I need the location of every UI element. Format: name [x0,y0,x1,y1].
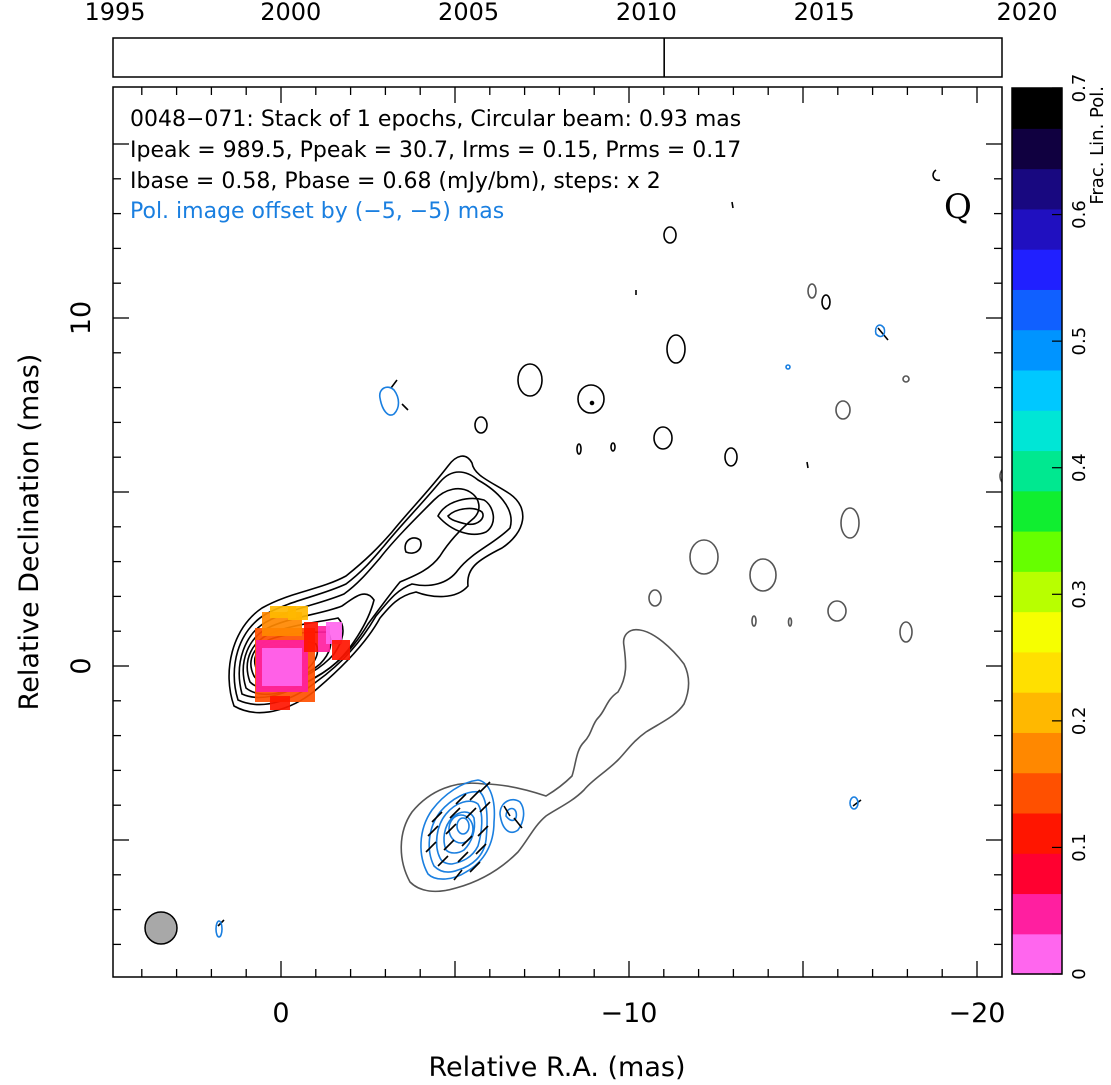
info-line-2: Ipeak = 989.5, Ppeak = 30.7, Irms = 0.15… [130,138,741,163]
colorbar-swatch [1012,531,1062,572]
colorbar-swatch [1012,450,1062,492]
total-intensity-contours [217,169,941,927]
frac-pol-colormap [255,606,350,710]
y-axis-label: Relative Declination (mas) [14,354,45,711]
colorbar-swatch [1012,128,1062,170]
colorbar-swatch [1012,853,1062,895]
y-tick-label: 10 [66,301,97,335]
timeline-year-label: 2010 [616,0,677,26]
x-tick-label: −10 [601,998,658,1029]
colorbar-swatch [1012,88,1062,129]
frac-pol-pixel [262,648,302,686]
x-tick-label: 0 [272,998,289,1029]
timeline-frame [112,37,1003,78]
info-line-3: Ibase = 0.58, Pbase = 0.68 (mJy/bm), ste… [130,169,661,194]
colorbar-swatch [1012,611,1062,653]
colorbar-tick-label: 0 [1069,968,1090,979]
colorbar-swatch [1012,490,1062,532]
colorbar-swatch [1012,168,1062,210]
colorbar-label: Frac. Lin. Pol. [1087,86,1108,205]
colorbar-tick-label: 0.7 [1069,74,1090,103]
timeline-year-label: 2020 [996,0,1057,26]
colorbar: 0 0.1 0.2 0.3 0.4 0.5 0.6 0.7 Frac. Lin. Pol. [1011,74,1108,980]
colorbar-tick-label: 0.2 [1069,707,1090,736]
evpa-vectors [425,781,523,881]
info-line-1: 0048−071: Stack of 1 epochs, Circular be… [130,107,741,132]
timeline-year-label: 2005 [438,0,499,26]
colorbar-tick-label: 0.5 [1069,327,1090,356]
image-panel: 0 −10 −20 0 10 [66,86,1006,1029]
x-axis-ticks: 0 −10 −20 [141,87,1006,1029]
colorbar-tick-label: 0.3 [1069,580,1090,609]
colorbar-swatch [1012,369,1062,411]
timeline-year-label: 2015 [794,0,855,26]
colorbar-tick-label: 0.6 [1069,200,1090,229]
colorbar-swatch [1012,329,1062,371]
contour-layer [215,169,1002,938]
y-axis-ticks: 0 10 [66,143,1002,946]
frac-pol-pixel [332,640,350,660]
info-line-4: Pol. image offset by (−5, −5) mas [130,199,504,224]
frac-pol-pixel [304,622,318,652]
colorbar-swatch [1012,289,1062,331]
colorbar-frame [1011,87,1063,975]
timeline-year-label: 2000 [260,0,321,26]
frac-pol-pixel [288,606,308,620]
colorbar-tick-label: 0.1 [1069,833,1090,862]
frac-pol-pixel [270,696,290,710]
colorbar-swatch [1012,249,1062,290]
colorbar-swatch [1012,893,1062,935]
colorbar-swatch [1012,772,1062,814]
quality-flag: Q [944,187,972,227]
colorbar-swatch [1012,571,1062,613]
x-axis-label: Relative R.A. (mas) [429,1052,686,1083]
y-tick-label: 0 [66,657,97,674]
x-tick-label: −20 [949,998,1006,1029]
colorbar-tick-label: 0.4 [1069,453,1090,482]
beam-ellipse [144,911,178,945]
colorbar-swatch [1012,732,1062,774]
offset-intensity-contours [400,283,1002,893]
plot-frame [112,86,1003,978]
colorbar-swatch [1012,208,1062,250]
colorbar-swatch [1012,410,1062,452]
colorbar-swatch [1012,933,1062,975]
colorbar-swatch [1012,692,1062,733]
colorbar-swatch [1012,651,1062,693]
timeline-year-label: 1995 [84,0,145,26]
info-block: 0048−071: Stack of 1 epochs, Circular be… [130,107,741,224]
epoch-timeline: 1995 2000 2005 2010 2015 2020 [84,0,1058,78]
frac-pol-pixel [326,622,342,644]
